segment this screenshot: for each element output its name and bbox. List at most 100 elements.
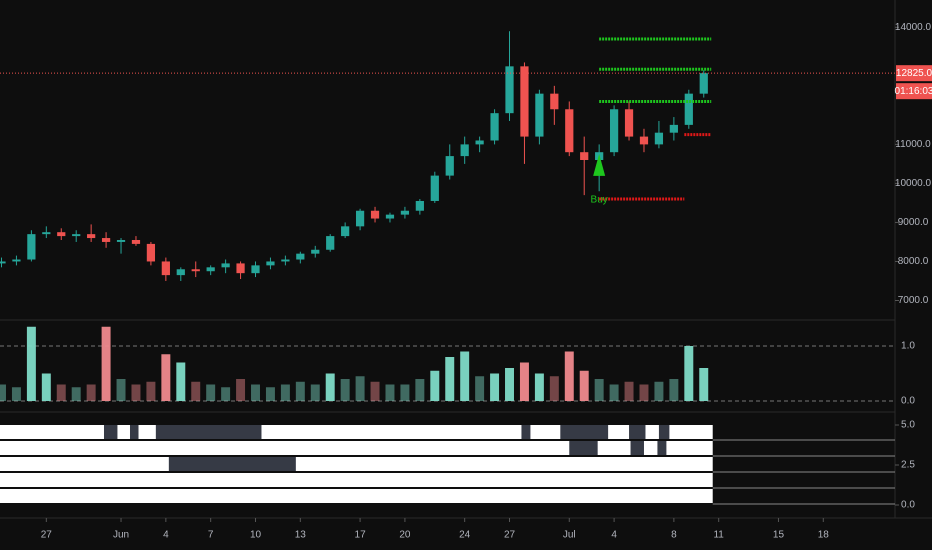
volume-bar	[505, 368, 514, 401]
volume-bar	[669, 379, 679, 401]
volume-bar	[265, 387, 275, 401]
volume-bar	[176, 362, 186, 401]
strip-span	[168, 457, 296, 471]
volume-bar	[445, 357, 455, 401]
x-tick-label: 8	[671, 530, 677, 541]
volume-bar	[131, 384, 141, 401]
volume-bar	[490, 373, 500, 401]
strip-span	[630, 441, 644, 455]
strip-span	[129, 425, 139, 439]
volume-bar	[430, 370, 440, 401]
x-tick-label: 10	[250, 530, 262, 541]
buy-label: Buy	[591, 194, 608, 205]
volume-bar	[26, 326, 36, 401]
volume-bar	[475, 376, 485, 401]
candle-body	[146, 243, 156, 262]
last-price-box	[896, 65, 932, 82]
x-tick-label: 24	[459, 530, 471, 541]
candle-body	[42, 232, 51, 235]
candle-body	[236, 263, 245, 274]
candle-body	[430, 175, 439, 201]
volume-bar	[0, 384, 6, 401]
x-tick-label: 27	[41, 530, 53, 541]
volume-bar	[41, 373, 51, 401]
candle-body	[87, 234, 96, 239]
candle-body	[699, 73, 708, 94]
x-tick-label: 11	[713, 530, 724, 541]
volume-bar	[624, 381, 634, 401]
volume-bar	[116, 379, 126, 401]
volume-bar	[161, 354, 171, 401]
strip-band	[0, 489, 713, 503]
candle-body	[191, 269, 200, 272]
candle-body	[57, 232, 66, 237]
volume-bar	[684, 346, 694, 401]
candle-body	[654, 132, 664, 145]
last-price-label: 12825.0	[896, 68, 932, 79]
candle-body	[415, 200, 424, 211]
volume-bar	[310, 384, 320, 401]
strip-span	[155, 425, 262, 439]
candle-body	[535, 93, 544, 137]
candle-body	[385, 214, 395, 219]
volume-bar	[699, 368, 709, 401]
candle-body	[12, 259, 21, 262]
candle-body	[639, 136, 649, 145]
volume-bar	[579, 370, 589, 401]
candle-body	[161, 261, 170, 276]
candle-body	[281, 259, 290, 262]
x-tick-label: 20	[399, 530, 411, 541]
x-tick-label: 4	[611, 530, 617, 541]
volume-bar	[280, 384, 290, 401]
volume-bar	[564, 351, 574, 401]
candle-body	[550, 93, 559, 110]
candle-body	[445, 156, 454, 176]
candle-body	[131, 240, 141, 244]
candle-body	[669, 124, 678, 133]
volume-bar	[355, 376, 365, 401]
x-tick-label: 18	[818, 530, 830, 541]
volume-bar	[415, 379, 425, 401]
volume-bar	[295, 381, 305, 401]
volume-tick-label: 0.0	[901, 396, 915, 407]
volume-bar	[221, 387, 231, 401]
strip-band	[0, 441, 713, 455]
y-tick-label: 8000.0	[898, 256, 929, 267]
candle-body	[311, 249, 320, 254]
countdown-label: 01:16:03	[895, 86, 932, 97]
strip-span	[569, 441, 598, 455]
volume-bar	[11, 387, 21, 401]
candle-body	[400, 210, 410, 215]
volume-bar	[340, 379, 350, 401]
x-tick-label: Jun	[113, 530, 129, 541]
candle-body	[370, 210, 380, 219]
candle-body	[0, 261, 6, 264]
x-tick-label: 4	[163, 530, 169, 541]
x-tick-label: 13	[295, 530, 307, 541]
candle-body	[206, 267, 215, 272]
candle-body	[296, 253, 305, 260]
strip-span	[521, 425, 531, 439]
volume-bar	[206, 384, 216, 401]
volume-bar	[71, 387, 81, 401]
volume-bar	[86, 384, 96, 401]
x-tick-label: 27	[504, 530, 516, 541]
volume-bar	[385, 384, 395, 401]
strip-span	[658, 425, 670, 439]
candle-body	[116, 240, 126, 242]
candle-body	[326, 236, 335, 250]
volume-bar	[654, 381, 664, 401]
strip-band	[0, 457, 713, 471]
y-tick-label: 9000.0	[898, 217, 929, 228]
volume-bar	[146, 381, 156, 401]
strip-span	[657, 441, 667, 455]
candle-body	[101, 238, 111, 242]
candle-body	[176, 269, 185, 276]
volume-bar	[534, 373, 544, 401]
volume-bar	[370, 381, 380, 401]
x-tick-label: 15	[773, 530, 785, 541]
volume-tick-label: 1.0	[901, 341, 915, 352]
candle-body	[490, 113, 499, 141]
candle-body	[580, 152, 589, 160]
